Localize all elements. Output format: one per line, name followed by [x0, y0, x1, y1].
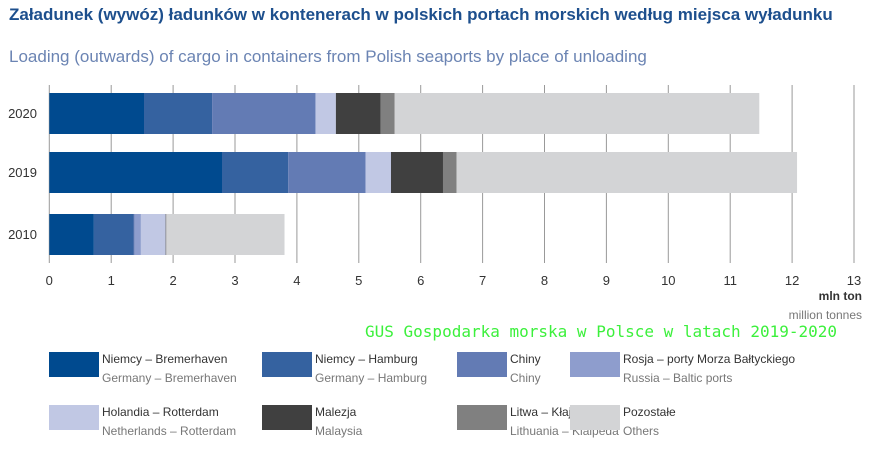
x-tick-label: 7 [479, 273, 486, 288]
x-tick-label: 5 [355, 273, 362, 288]
bar-segment [144, 93, 213, 134]
legend-item: Chiny Chiny [457, 352, 541, 388]
legend-swatch [457, 352, 507, 377]
legend-label: Niemcy – Hamburg [315, 352, 418, 366]
legend-label: Rosja – porty Morza Bałtyckiego [623, 352, 796, 366]
x-tick-label: 6 [417, 273, 424, 288]
legend-label: Chiny [510, 352, 541, 366]
legend-item: Rosja – porty Morza Bałtyckiego Russia – … [570, 352, 795, 388]
bar-segment [335, 93, 381, 134]
legend-swatch [49, 352, 99, 377]
legend-label: Holandia – Rotterdam [102, 405, 219, 419]
x-tick-label: 13 [847, 273, 861, 288]
bar-segment [380, 93, 395, 134]
legend-item: Holandia – Rotterdam Netherlands – Rotter… [49, 405, 236, 441]
bar-segment [456, 152, 798, 193]
x-axis-label-en: million tonnes [788, 308, 862, 322]
legend-item: Malezja Malaysia [262, 405, 362, 441]
legend-swatch [49, 405, 99, 430]
x-tick-label: 8 [541, 273, 548, 288]
x-tick-label: 0 [46, 273, 53, 288]
legend-label: Malezja [315, 405, 357, 419]
legend-swatch [262, 405, 312, 430]
bar-segment [165, 214, 167, 255]
bar-segment [133, 214, 135, 255]
bar-segment [442, 152, 457, 193]
legend-label: Niemcy – Bremerhaven [102, 352, 228, 366]
x-tick-label: 3 [231, 273, 238, 288]
x-tick-label: 2 [169, 273, 176, 288]
bar-segment [315, 93, 336, 134]
legend-label-en: Russia – Baltic ports [623, 371, 733, 385]
legend-label: Pozostałe [623, 405, 676, 419]
bar-segment [49, 214, 94, 255]
chart-title: Załadunek (wywóz) ładunków w kontenerach… [9, 5, 833, 24]
legend-label-en: Chiny [510, 371, 541, 385]
legend-label-en: Germany – Hamburg [315, 371, 428, 385]
legend-item: Pozostałe Others [570, 405, 676, 441]
legend-swatch [570, 352, 620, 377]
bar-segment [166, 214, 285, 255]
legend-swatch [262, 352, 312, 377]
bar-segment [394, 93, 760, 134]
legend-label-en: Netherlands – Rotterdam [102, 424, 237, 438]
x-tick-label: 11 [723, 273, 737, 288]
bar-segment [140, 214, 166, 255]
bar-segment [134, 214, 141, 255]
y-tick-label: 2010 [8, 227, 37, 242]
legend-label-en: Malaysia [315, 424, 363, 438]
y-tick-label: 2020 [8, 106, 37, 121]
legend-item: Niemcy – Hamburg Germany – Hamburg [262, 352, 427, 388]
legend-label-en: Others [623, 424, 660, 438]
bar-segment [390, 152, 443, 193]
x-tick-label: 12 [785, 273, 799, 288]
bar-segment [212, 93, 316, 134]
bar-segment [288, 152, 366, 193]
bar-segment [222, 152, 289, 193]
x-tick-label: 10 [661, 273, 675, 288]
legend-item: Niemcy – Bremerhaven Germany – Bremerhave… [49, 352, 237, 388]
y-tick-label: 2019 [8, 165, 37, 180]
bar-segment [49, 93, 145, 134]
legend-swatch [570, 405, 620, 430]
x-axis-label: mln ton [818, 289, 862, 303]
legend-swatch [457, 405, 507, 430]
watermark: GUS Gospodarka morska w Polsce w latach … [365, 322, 838, 341]
x-tick-label: 9 [603, 273, 610, 288]
legend-label-en: Germany – Bremerhaven [102, 371, 237, 385]
bar-segment [49, 152, 223, 193]
x-tick-label: 1 [108, 273, 115, 288]
bar-segment [365, 152, 391, 193]
chart-subtitle: Loading (outwards) of cargo in container… [9, 47, 647, 66]
x-tick-label: 4 [293, 273, 300, 288]
bar-segment [93, 214, 134, 255]
